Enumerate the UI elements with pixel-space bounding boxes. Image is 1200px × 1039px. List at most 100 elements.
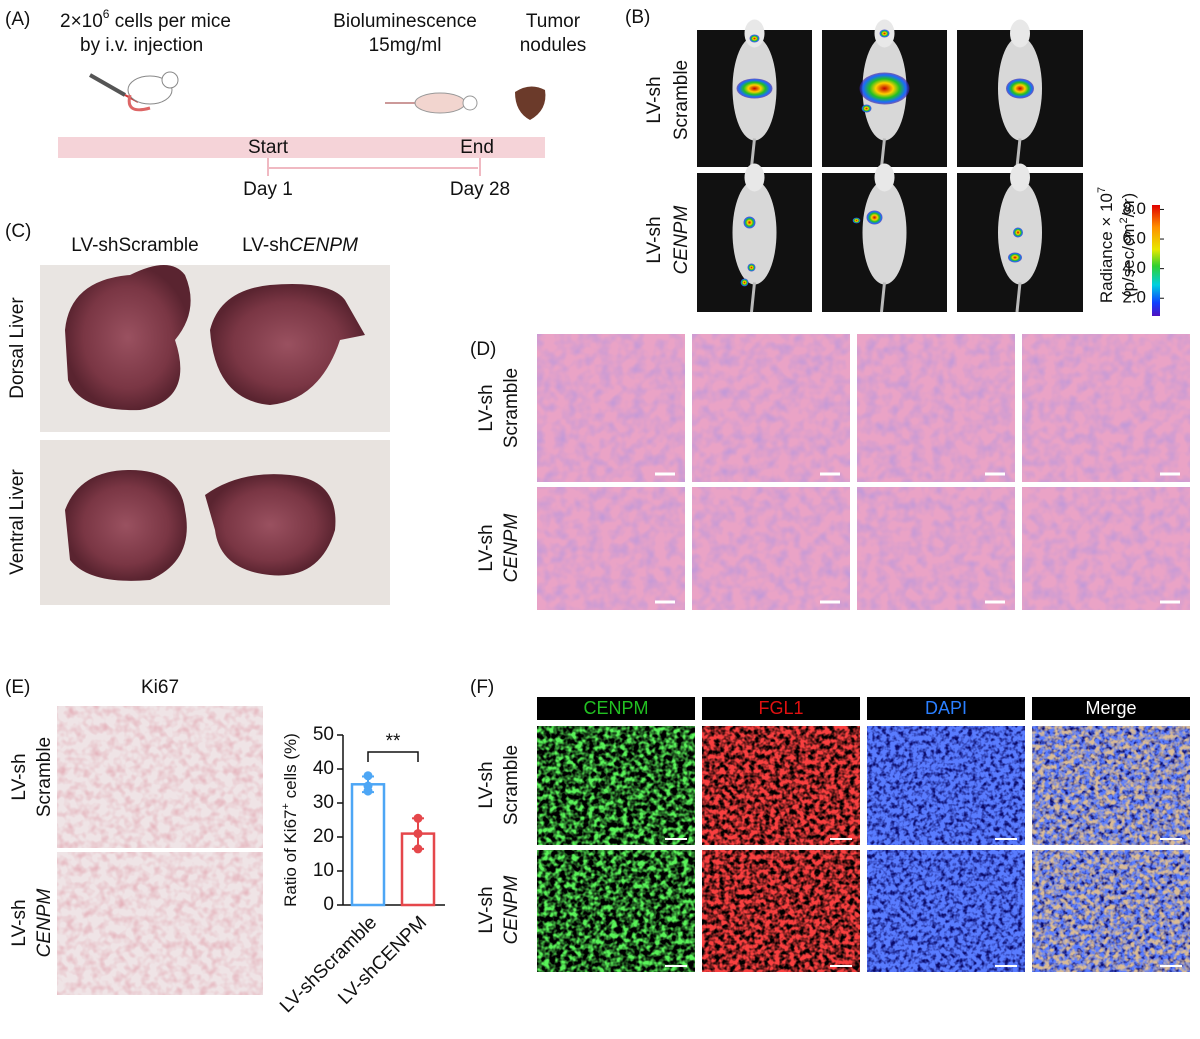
channel-header: DAPI bbox=[925, 698, 967, 718]
signal-spot bbox=[743, 216, 756, 229]
fluorescence-texture bbox=[1032, 850, 1190, 972]
stain-label: Ki67 bbox=[141, 677, 179, 698]
signal-spot bbox=[861, 104, 872, 113]
data-point bbox=[413, 829, 423, 839]
row-label: Scramble bbox=[501, 745, 522, 825]
liver-photos bbox=[40, 265, 390, 605]
mouse-head bbox=[744, 19, 765, 48]
timeline-label: End bbox=[460, 137, 494, 158]
mouse-head bbox=[744, 163, 765, 192]
text: /sr) bbox=[1119, 193, 1138, 218]
superscript: 7 bbox=[1096, 187, 1108, 193]
mouse-tail bbox=[750, 138, 756, 168]
mouse-tail bbox=[880, 282, 886, 313]
mouse-head bbox=[874, 163, 895, 192]
signal-spot bbox=[740, 278, 749, 287]
colorbar bbox=[1152, 205, 1160, 316]
mouse-head bbox=[1010, 19, 1030, 48]
row-label: CENPM bbox=[501, 876, 522, 945]
histology-texture bbox=[692, 487, 850, 610]
signal-spot bbox=[747, 263, 756, 272]
fluorescence-texture bbox=[1032, 726, 1190, 845]
row-label: Scramble bbox=[671, 60, 692, 140]
histology-texture bbox=[1022, 334, 1190, 482]
text: Radiance × 10 bbox=[1097, 193, 1116, 303]
y-tick-label: 30 bbox=[313, 792, 334, 813]
colorbar-tick-label: 4.0 bbox=[1122, 258, 1146, 277]
text: LV-sh bbox=[242, 235, 289, 256]
channel-header-bg bbox=[537, 697, 695, 720]
panel-label: (C) bbox=[5, 221, 31, 242]
histology-images bbox=[537, 334, 1190, 610]
signal-spot bbox=[1008, 252, 1022, 263]
colorbar-tick-label: 2.0 bbox=[1122, 288, 1146, 307]
data-point bbox=[413, 844, 423, 854]
fluorescence-texture bbox=[867, 726, 1025, 845]
imaging-text: Bioluminescence bbox=[333, 11, 477, 32]
mouse-tail bbox=[880, 138, 886, 168]
fluorescence-texture bbox=[537, 726, 695, 845]
signal-spot bbox=[749, 34, 760, 43]
y-axis-label: Ratio of Ki67+ cells (%) bbox=[280, 733, 301, 907]
channel-header: CENPM bbox=[583, 698, 648, 718]
fluorescence-texture bbox=[537, 850, 695, 972]
channel-header-bg bbox=[702, 697, 860, 720]
row-label: Dorsal Liver bbox=[7, 297, 28, 399]
row-label: LV-sh bbox=[476, 886, 497, 933]
row-label: Ventral Liver bbox=[7, 469, 28, 575]
fluorescence-texture bbox=[867, 850, 1025, 972]
significance-label: ** bbox=[386, 731, 401, 752]
panel-label: (A) bbox=[5, 9, 30, 30]
channel-header: FGL1 bbox=[758, 698, 803, 718]
column-header: LV-shScramble bbox=[71, 235, 198, 256]
signal-spot bbox=[1013, 227, 1023, 238]
text: (p/sec/cm bbox=[1119, 223, 1138, 297]
liver-icon bbox=[515, 86, 546, 120]
y-tick-label: 40 bbox=[313, 758, 334, 779]
histology-texture bbox=[537, 487, 685, 610]
row-label: LV-sh bbox=[644, 76, 665, 123]
injection-icon bbox=[89, 71, 179, 112]
text: Ratio of Ki67 bbox=[281, 810, 300, 907]
signal-spot bbox=[736, 78, 773, 99]
panel-label: (D) bbox=[470, 339, 496, 360]
bar-chart: 0 10 20 30 40 50 Ratio of Ki67+ cells (%) LV-sh… bbox=[276, 724, 445, 1017]
mouse-head bbox=[1010, 163, 1030, 192]
superscript: + bbox=[280, 803, 292, 809]
data-point bbox=[413, 813, 423, 823]
row-label: Scramble bbox=[34, 737, 55, 817]
imaging-text: 15mg/ml bbox=[369, 35, 442, 56]
text: 2×10 bbox=[60, 11, 103, 32]
signal-spot bbox=[879, 29, 890, 38]
text: cells (%) bbox=[281, 733, 300, 803]
ki67-images bbox=[57, 706, 263, 995]
histology-texture bbox=[692, 334, 850, 482]
channel-header-bg bbox=[1032, 697, 1190, 720]
column-header: LV-shCENPM bbox=[242, 235, 358, 256]
y-tick-label: 50 bbox=[313, 724, 334, 745]
panel-label: (E) bbox=[5, 677, 30, 698]
injection-text: by i.v. injection bbox=[80, 35, 203, 56]
colorbar-unit: (p/sec/cm2/sr) bbox=[1118, 193, 1139, 297]
row-label: CENPM bbox=[501, 514, 522, 583]
channel-header: Merge bbox=[1085, 698, 1136, 718]
channel-header-bg bbox=[867, 697, 1025, 720]
row-label: LV-sh bbox=[9, 753, 30, 800]
row-label: LV-sh bbox=[476, 761, 497, 808]
signal-spot bbox=[852, 217, 861, 224]
panel-label: (F) bbox=[470, 677, 494, 698]
row-label: Scramble bbox=[501, 368, 522, 448]
signal-spot bbox=[859, 72, 910, 105]
superscript: 2 bbox=[1118, 217, 1130, 223]
y-tick-label: 20 bbox=[313, 826, 334, 847]
row-label: LV-sh bbox=[644, 216, 665, 263]
timeline-day: Day 1 bbox=[243, 179, 293, 200]
timeline-arrow bbox=[267, 158, 481, 176]
x-tick-label: LV-shCENPM bbox=[334, 912, 431, 1009]
text: cells per mice bbox=[109, 11, 230, 32]
signal-spot bbox=[866, 210, 883, 225]
colorbar-title: Radiance × 107 bbox=[1096, 187, 1117, 303]
timeline-label: Start bbox=[248, 137, 289, 158]
signal-spot bbox=[1006, 78, 1034, 99]
bar bbox=[350, 783, 386, 907]
